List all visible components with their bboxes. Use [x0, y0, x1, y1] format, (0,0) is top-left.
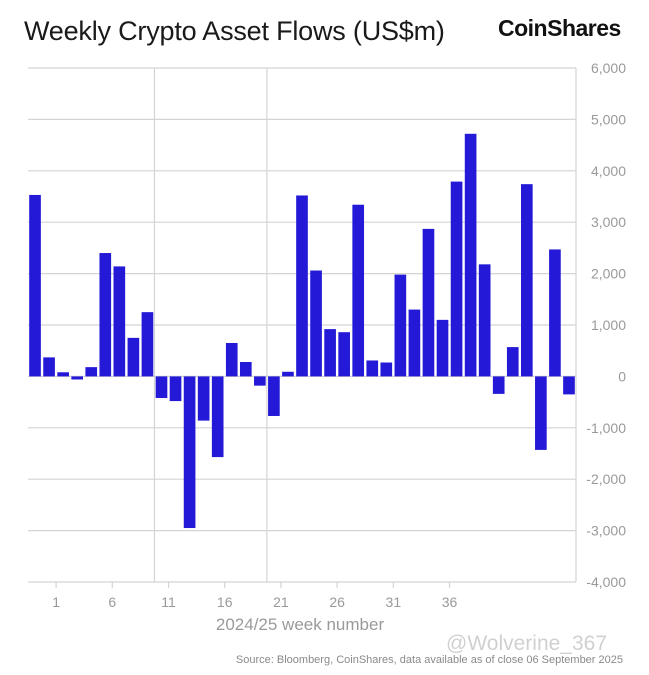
bar	[155, 376, 168, 398]
bar	[296, 195, 308, 377]
bar	[29, 194, 41, 377]
bar	[169, 376, 182, 402]
bar	[239, 362, 252, 377]
bar	[549, 249, 561, 377]
bar	[127, 337, 140, 377]
x-tick-label: 36	[442, 594, 458, 610]
bar	[225, 342, 238, 377]
source-note: Source: Bloomberg, CoinShares, data avai…	[235, 654, 623, 666]
bar	[408, 309, 421, 377]
bar	[380, 362, 393, 377]
bar	[282, 371, 294, 377]
y-tick-label: 4,000	[591, 163, 626, 179]
bar	[183, 376, 196, 529]
bar	[464, 133, 477, 377]
bar	[113, 266, 126, 377]
bar	[520, 184, 533, 377]
bar	[563, 376, 575, 395]
bar	[492, 376, 505, 394]
x-tick-label: 21	[273, 594, 289, 610]
bar	[211, 376, 224, 458]
y-tick-label: 0	[618, 368, 626, 384]
bar	[352, 204, 365, 377]
bar	[436, 319, 449, 377]
bar	[478, 264, 491, 377]
bar	[506, 347, 519, 377]
y-tick-label: -1,000	[586, 420, 626, 436]
bar	[268, 376, 280, 416]
bar	[535, 376, 547, 450]
axes: 6,000 5,000 4,000 3,000 2,000 1,000 0 -1,000 -2,…	[52, 60, 626, 610]
bar	[71, 376, 84, 380]
chart-title: Weekly Crypto Asset Flows (US$m)	[24, 16, 445, 46]
x-tick-label: 31	[386, 594, 402, 610]
watermark: @Wolverine_367	[446, 632, 608, 655]
bar	[366, 360, 379, 377]
x-tick-label: 1	[52, 594, 60, 610]
bar	[57, 372, 69, 377]
bar	[394, 274, 407, 377]
bar	[338, 332, 350, 377]
bar	[141, 312, 154, 377]
bar	[310, 270, 322, 377]
y-tick-label: 6,000	[591, 60, 626, 76]
y-tick-label: 1,000	[591, 317, 626, 333]
x-axis-label: 2024/25 week number	[215, 615, 385, 634]
bar	[450, 181, 463, 377]
bars	[29, 133, 575, 529]
x-tick-label: 6	[108, 594, 116, 610]
bar	[197, 376, 210, 421]
y-tick-label: 3,000	[591, 214, 626, 230]
y-tick-label: -4,000	[586, 574, 626, 590]
bar	[324, 329, 336, 377]
x-tick-label: 16	[217, 594, 233, 610]
bar	[99, 253, 112, 377]
x-tick-label: 26	[329, 594, 345, 610]
y-tick-label: -3,000	[586, 523, 626, 539]
bar	[85, 367, 98, 377]
bar	[254, 376, 266, 386]
brand-logo: CoinShares	[498, 15, 621, 41]
bar	[43, 357, 55, 377]
y-tick-label: 2,000	[591, 266, 626, 282]
y-tick-label: -2,000	[586, 471, 626, 487]
y-tick-label: 5,000	[591, 111, 626, 127]
bar	[422, 228, 435, 377]
x-tick-label: 11	[161, 594, 176, 610]
